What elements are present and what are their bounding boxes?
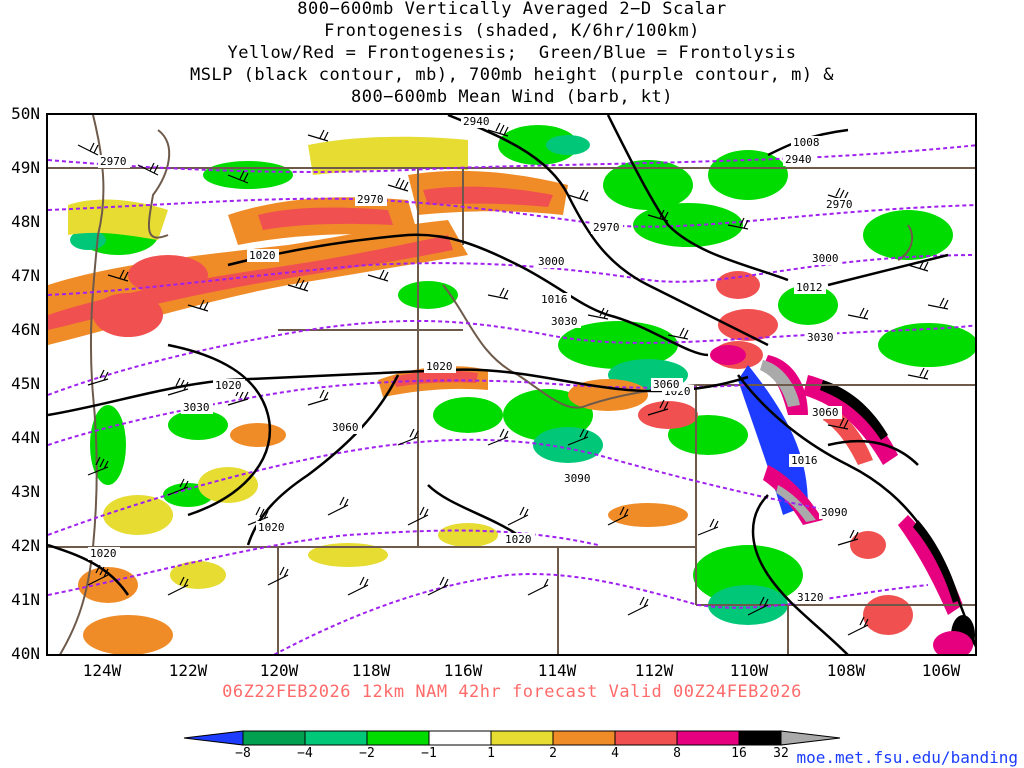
colorbar-segment bbox=[780, 730, 841, 746]
height-label: 3030 bbox=[183, 401, 210, 414]
lat-label: 47N bbox=[11, 266, 40, 285]
height-label: 3060 bbox=[812, 406, 839, 419]
lat-label: 45N bbox=[11, 374, 40, 393]
forecast-valid-line: 06Z22FEB2026 12km NAM 42hr forecast Vali… bbox=[222, 682, 802, 702]
colorbar-segment bbox=[552, 730, 616, 746]
map-svg: 1008 1012 1016 1016 1020 1020 1020 1020 … bbox=[48, 115, 975, 654]
height-label: 3060 bbox=[332, 421, 359, 434]
colorbar-tick-label: 32 bbox=[773, 746, 789, 761]
colorbar-segment bbox=[366, 730, 430, 746]
lon-label: 120W bbox=[259, 661, 299, 680]
mslp-label: 1020 bbox=[90, 547, 117, 560]
lat-label: 40N bbox=[11, 644, 40, 663]
lon-label: 112W bbox=[634, 661, 674, 680]
lat-label: 41N bbox=[11, 590, 40, 609]
height-label: 3120 bbox=[797, 591, 824, 604]
map-panel: 1008 1012 1016 1016 1020 1020 1020 1020 … bbox=[46, 113, 977, 656]
lon-label: 106W bbox=[921, 661, 961, 680]
title-line-2: Frontogenesis (shaded, K/6hr/100km) bbox=[324, 21, 700, 41]
colorbar-segment bbox=[242, 730, 306, 746]
height-label-group: 2940 2940 2970 2970 2970 2970 3000 3000 … bbox=[98, 115, 856, 604]
colorbar-tick-label: −4 bbox=[297, 746, 313, 761]
lat-label: 48N bbox=[11, 212, 40, 231]
height-label: 3030 bbox=[551, 315, 578, 328]
height-label: 3030 bbox=[807, 331, 834, 344]
height-label: 2970 bbox=[100, 155, 127, 168]
lon-label: 116W bbox=[443, 661, 483, 680]
mslp-label-group: 1008 1012 1016 1016 1020 1020 1020 1020 … bbox=[88, 136, 826, 560]
title-line-1: 800−600mb Vertically Averaged 2−D Scalar bbox=[297, 0, 727, 19]
height-label: 2940 bbox=[785, 153, 812, 166]
title-line-4: MSLP (black contour, mb), 700mb height (… bbox=[189, 65, 835, 85]
mslp-label: 1020 bbox=[505, 533, 532, 546]
lat-label: 44N bbox=[11, 428, 40, 447]
lat-label: 46N bbox=[11, 320, 40, 339]
frontogenesis-shading bbox=[48, 125, 975, 654]
colorbar-tick-label: 16 bbox=[731, 746, 747, 761]
colorbar-tick-label: −1 bbox=[421, 746, 437, 761]
colorbar-tick-label: −8 bbox=[235, 746, 251, 761]
colorbar-tick-label: 2 bbox=[549, 746, 557, 761]
height-label: 3060 bbox=[653, 378, 680, 391]
height-label: 3000 bbox=[538, 255, 565, 268]
colorbar-segment bbox=[428, 730, 492, 746]
mslp-label: 1020 bbox=[258, 521, 285, 534]
height-label: 3000 bbox=[812, 252, 839, 265]
colorbar bbox=[183, 730, 841, 746]
height-label: 2940 bbox=[463, 115, 490, 128]
title-line-3: Yellow/Red = Frontogenesis; Green/Blue =… bbox=[227, 43, 797, 63]
colorbar-segment bbox=[490, 730, 554, 746]
colorbar-segment bbox=[738, 730, 782, 746]
mslp-label: 1008 bbox=[793, 136, 820, 149]
lon-label: 108W bbox=[826, 661, 866, 680]
height-label: 2970 bbox=[593, 221, 620, 234]
mslp-label: 1020 bbox=[249, 249, 276, 262]
height-label: 2970 bbox=[826, 198, 853, 211]
height-label: 3090 bbox=[821, 506, 848, 519]
colorbar-tick-label: 8 bbox=[673, 746, 681, 761]
mslp-label: 1020 bbox=[426, 360, 453, 373]
colorbar-tick-label: −2 bbox=[359, 746, 375, 761]
state-borders bbox=[48, 115, 975, 654]
title-line-5: 800−600mb Mean Wind (barb, kt) bbox=[350, 87, 674, 107]
colorbar-tick-label: 1 bbox=[487, 746, 495, 761]
colorbar-segment bbox=[183, 730, 244, 746]
colorbar-segment bbox=[676, 730, 740, 746]
mslp-label: 1016 bbox=[541, 293, 568, 306]
mslp-label: 1016 bbox=[791, 454, 818, 467]
lat-label: 42N bbox=[11, 536, 40, 555]
lon-label: 110W bbox=[729, 661, 769, 680]
height-label: 3090 bbox=[564, 472, 591, 485]
colorbar-segment bbox=[614, 730, 678, 746]
colorbar-segment bbox=[304, 730, 368, 746]
colorbar-segments bbox=[183, 730, 841, 746]
mslp-label: 1012 bbox=[796, 281, 823, 294]
lat-label: 49N bbox=[11, 158, 40, 177]
mslp-label: 1020 bbox=[215, 379, 242, 392]
lat-label: 43N bbox=[11, 482, 40, 501]
lon-label: 122W bbox=[168, 661, 208, 680]
site-url-link[interactable]: moe.met.fsu.edu/banding bbox=[796, 748, 1018, 767]
lon-label: 118W bbox=[351, 661, 391, 680]
lon-label: 124W bbox=[82, 661, 122, 680]
lon-label: 114W bbox=[537, 661, 577, 680]
lat-label: 50N bbox=[11, 104, 40, 123]
colorbar-tick-label: 4 bbox=[611, 746, 619, 761]
height-label: 2970 bbox=[357, 193, 384, 206]
